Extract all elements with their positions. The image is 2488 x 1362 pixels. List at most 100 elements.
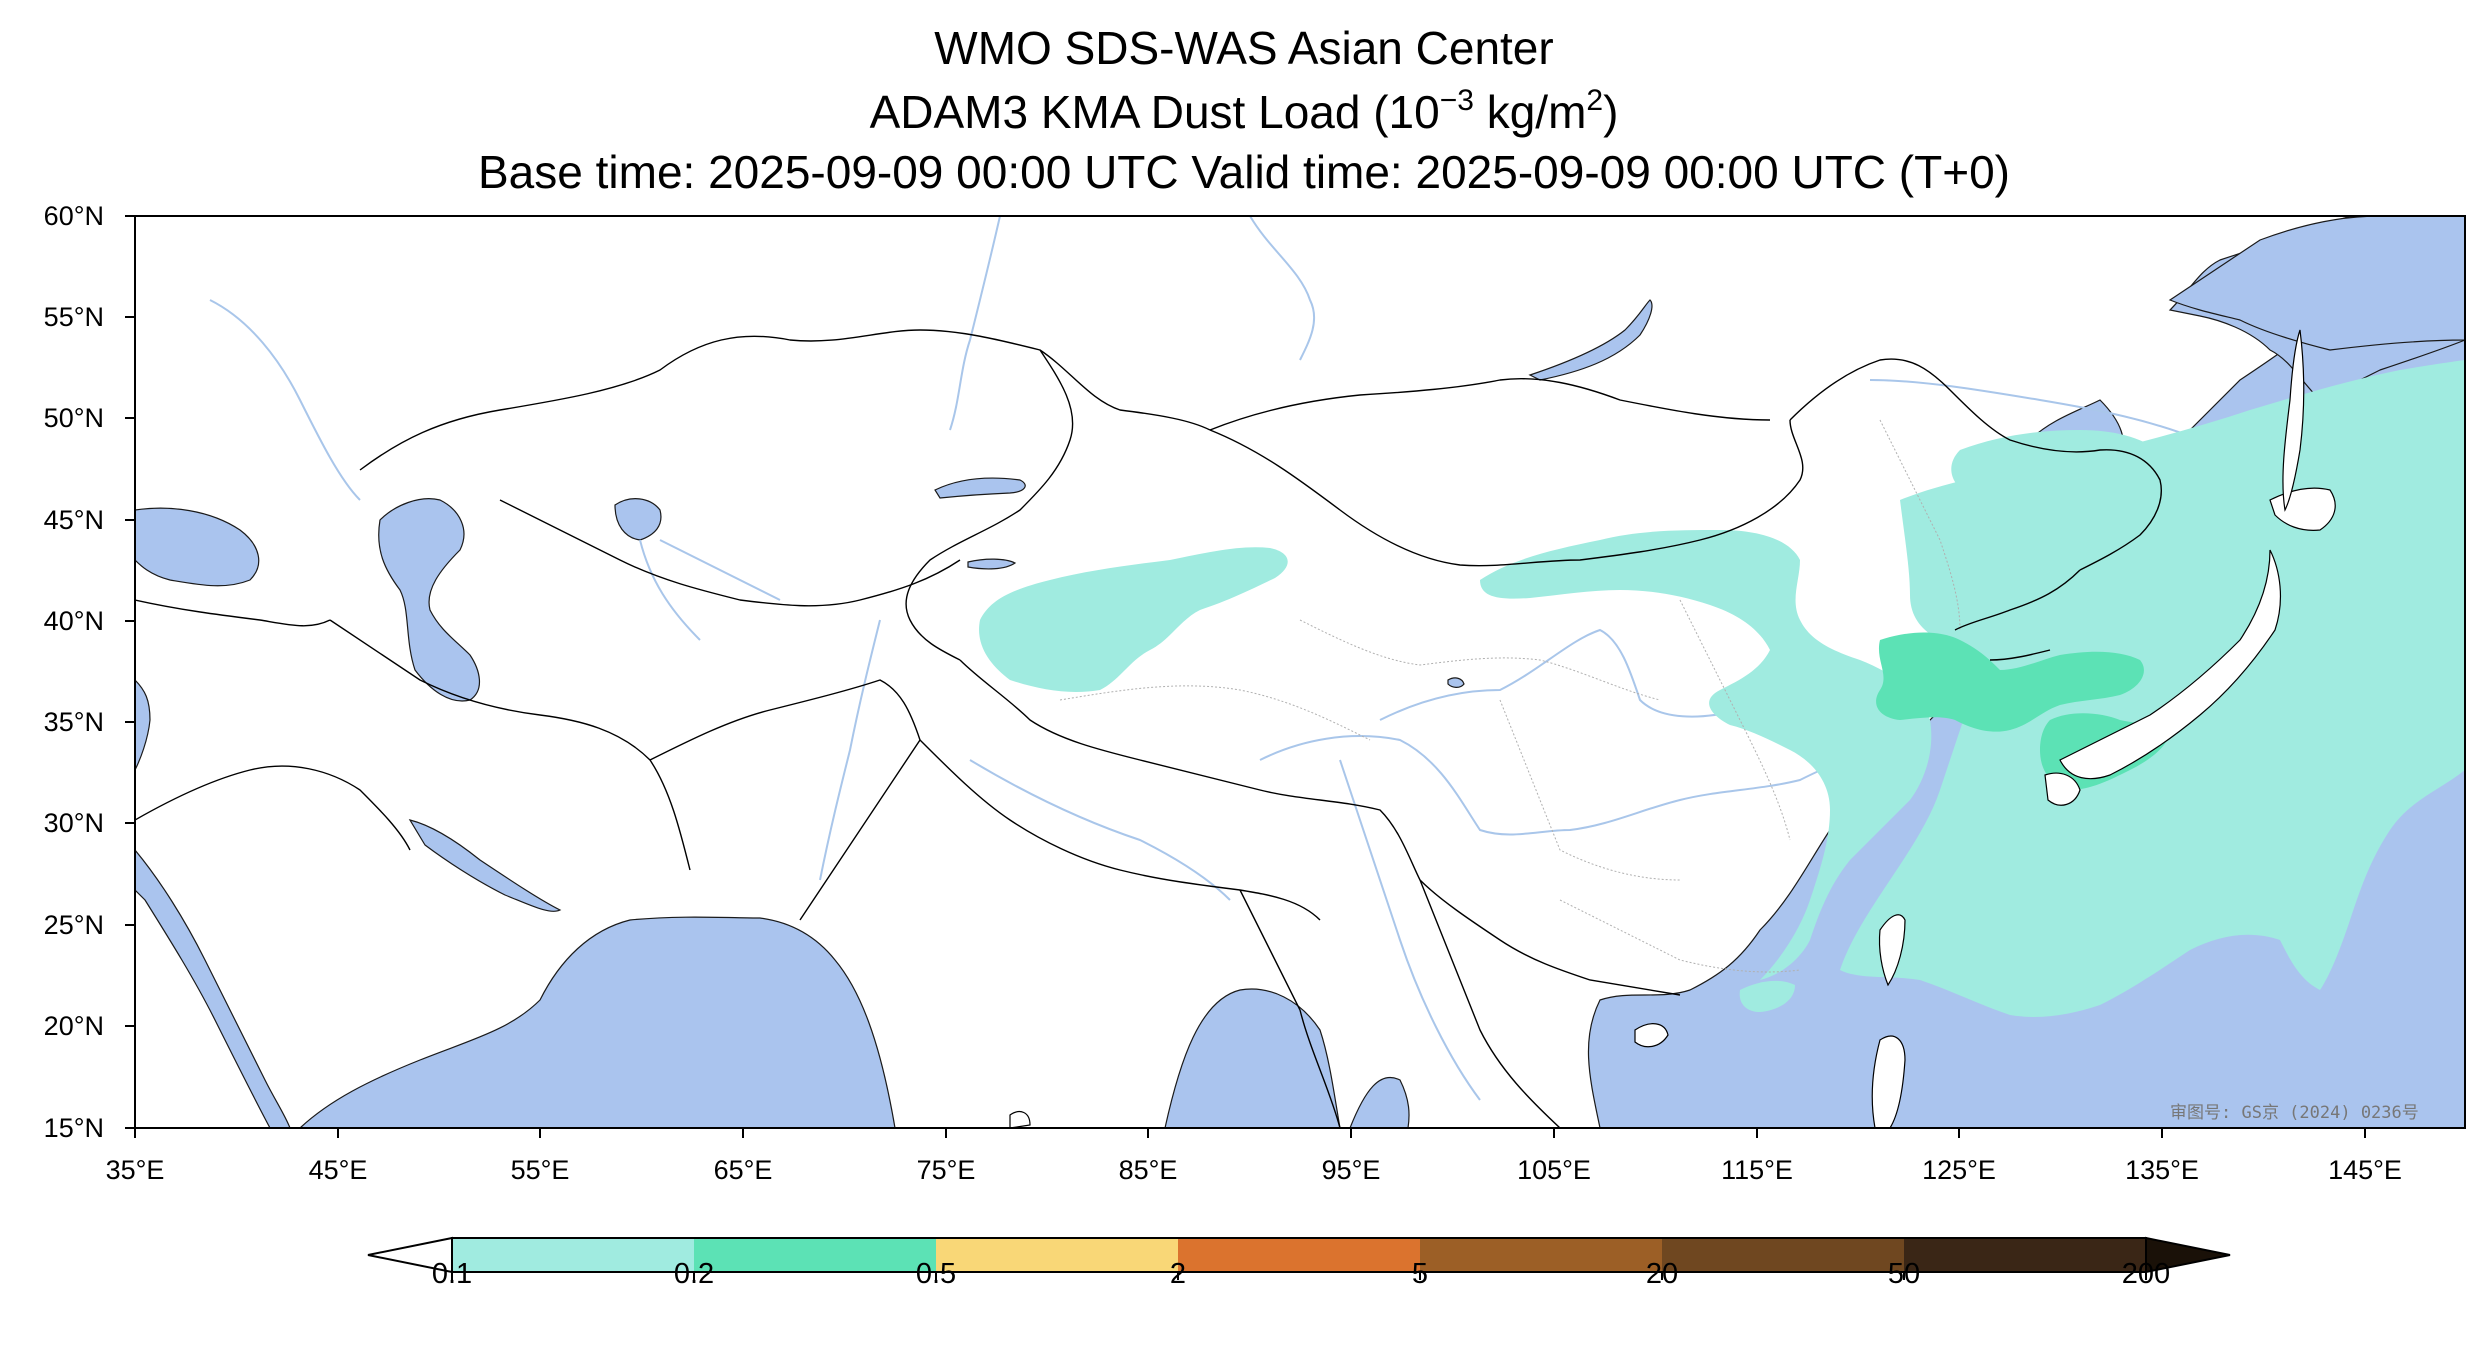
border-korea-dmz <box>1989 649 2051 661</box>
sri-lanka <box>1009 1111 1031 1128</box>
sakhalin <box>2282 329 2305 512</box>
river-indus <box>819 619 881 881</box>
lon-label-95: 95°E <box>1321 1155 1381 1185</box>
rivers <box>209 216 2201 1101</box>
lake-issyk-kul <box>967 558 1017 570</box>
lon-label-55: 55°E <box>510 1155 570 1185</box>
province-lines-northeast <box>1879 419 1961 631</box>
river-irtysh <box>949 216 1001 431</box>
black-sea <box>135 507 260 587</box>
lat-label-55: 55°N <box>43 302 104 332</box>
river-ob <box>1249 216 1316 361</box>
persian-gulf <box>408 819 562 912</box>
border-turkey <box>135 599 331 627</box>
map-approval-watermark: 审图号: GS京 (2024) 0236号 <box>2170 1103 2419 1123</box>
border-china-southeast-asia <box>1419 879 1681 996</box>
title-line-1: WMO SDS-WAS Asian Center <box>934 22 1554 74</box>
colorbar-bin-3 <box>936 1238 1178 1272</box>
hainan <box>1634 1023 1669 1048</box>
bay-of-bengal-east <box>1349 1076 1410 1128</box>
caspian-sea <box>378 498 480 702</box>
lon-label-115: 115°E <box>1721 1155 1793 1185</box>
colorbar-ticks <box>451 1272 2147 1280</box>
lake-baikal <box>1528 299 1653 381</box>
province-lines-east <box>1679 599 1791 841</box>
lon-label-125: 125°E <box>1922 1155 1996 1185</box>
border-indochina <box>1419 879 1561 1128</box>
river-amu-darya <box>639 539 701 641</box>
aral-sea <box>614 498 662 541</box>
border-myanmar <box>1239 889 1341 1128</box>
colorbar-label-5: 20 <box>1645 1258 1679 1290</box>
lon-label-75: 75°E <box>916 1155 976 1185</box>
river-volga <box>209 299 361 501</box>
lat-label-60: 60°N <box>43 201 104 231</box>
japan-kyushu <box>2044 772 2081 806</box>
colorbar-label-0: 0.1 <box>431 1258 473 1290</box>
lat-label-30: 30°N <box>43 808 104 838</box>
province-lines-south <box>1559 899 1801 973</box>
qinghai-lake <box>1447 677 1465 688</box>
border-arabia <box>135 765 411 851</box>
colorbar-frame <box>451 1237 2147 1273</box>
arabian-sea <box>299 916 896 1128</box>
dust-taklimakan <box>979 547 1288 692</box>
province-lines-tibet <box>1059 685 1371 741</box>
lake-balkhash <box>934 477 1026 499</box>
lat-label-35: 35°N <box>43 707 104 737</box>
province-lines-north <box>1299 619 1661 701</box>
colorbar-label-2: 0.5 <box>915 1258 957 1290</box>
dust-korea-core <box>1876 632 2144 732</box>
dust-taiwan-strait <box>1739 980 1795 1012</box>
border-russia-mongolia <box>1209 378 1771 431</box>
colorbar-bin-6 <box>1662 1238 1904 1272</box>
lat-label-50: 50°N <box>43 403 104 433</box>
colorbar-label-4: 5 <box>1411 1258 1429 1290</box>
title-exponent-1: −3 <box>1439 84 1474 117</box>
colorbar-label-3: 2 <box>1169 1258 1187 1290</box>
border-china-south-asia <box>959 659 1421 881</box>
lat-label-40: 40°N <box>43 606 104 636</box>
lat-label-25: 25°N <box>43 910 104 940</box>
colorbar <box>367 1236 2231 1280</box>
river-syr-darya <box>659 539 781 601</box>
title-line-3: Base time: 2025-09-09 00:00 UTC Valid ti… <box>478 146 2010 198</box>
map-frame <box>134 215 2466 1129</box>
river-amur <box>1869 379 2201 441</box>
title-line-2-suffix: ) <box>1603 86 1619 138</box>
lat-label-20: 20°N <box>43 1011 104 1041</box>
red-sea <box>135 849 291 1128</box>
border-russia-kazakhstan <box>359 329 1211 471</box>
river-yangtze <box>1259 735 1861 836</box>
lat-label-45: 45°N <box>43 505 104 535</box>
border-india <box>919 739 1321 921</box>
province-lines <box>1059 419 1961 973</box>
province-lines-central <box>1499 699 1681 881</box>
border-china-korea <box>1954 569 2081 631</box>
colorbar-label-1: 0.2 <box>673 1258 715 1290</box>
islands <box>1009 329 2336 1128</box>
lon-label-85: 85°E <box>1118 1155 1178 1185</box>
lon-label-45: 45°E <box>308 1155 368 1185</box>
japan-honshu <box>2059 549 2282 780</box>
colorbar-bin-1 <box>452 1238 694 1272</box>
colorbar-bin-7 <box>1904 1238 2146 1272</box>
country-borders <box>135 329 2162 1128</box>
lat-ticks <box>125 215 135 1129</box>
colorbar-label-7: 200 <box>2121 1258 2171 1290</box>
river-yellow <box>1379 628 1741 721</box>
bay-of-bengal <box>1164 988 1341 1128</box>
mediterranean-east <box>135 679 151 771</box>
title-exponent-2: 2 <box>1586 84 1604 117</box>
title-line-2: ADAM3 KMA Dust Load (10−3 kg/m2) <box>0 84 2488 139</box>
river-ganges <box>969 759 1231 901</box>
border-iran <box>329 619 691 871</box>
border-afghanistan-pakistan <box>649 679 921 921</box>
colorbar-bin-4 <box>1178 1238 1420 1272</box>
lon-label-145: 145°E <box>2328 1155 2402 1185</box>
lon-label-135: 135°E <box>2125 1155 2199 1185</box>
border-kazakhstan-south <box>499 499 961 607</box>
title-line-2-mid: kg/m <box>1473 86 1587 138</box>
border-china-russia-northeast <box>1789 358 2162 571</box>
